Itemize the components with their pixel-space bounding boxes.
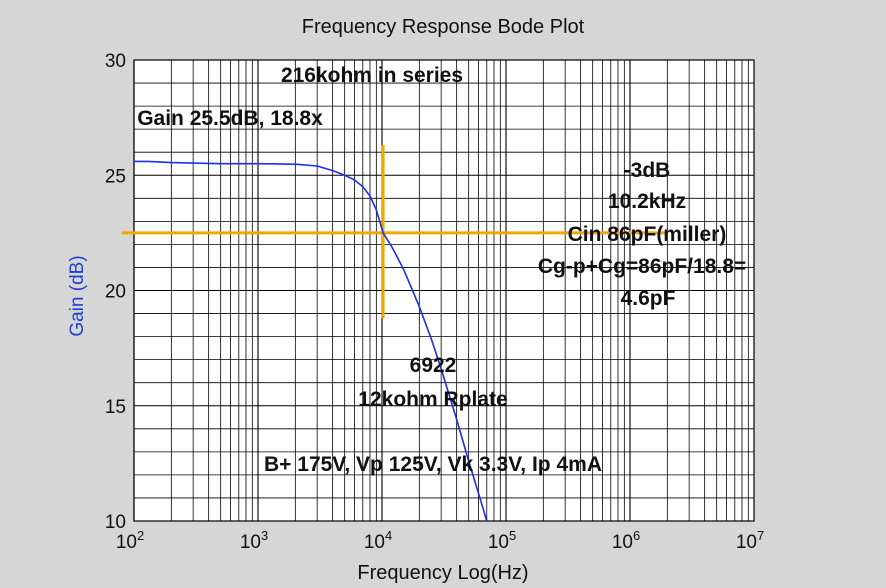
y-tick-label: 30 [105, 51, 126, 72]
x-tick-label: 102 [116, 528, 144, 553]
annotation-miller-capacitance: Cin 86pF(miller) [568, 223, 727, 246]
x-tick-label: 103 [240, 528, 268, 553]
y-tick-label: 15 [105, 397, 126, 418]
annotation-minus-3db: -3dB [624, 159, 671, 182]
annotation-plate-resistor: 12kohm Rplate [358, 388, 507, 411]
annotation-capacitance-formula: Cg-p+Cg=86pF/18.8= [538, 255, 746, 278]
plot-frame [133, 59, 755, 522]
y-tick-label: 10 [105, 512, 126, 533]
x-tick-label: 106 [612, 528, 640, 553]
annotation-tube-type: 6922 [410, 354, 457, 377]
chart-title: Frequency Response Bode Plot [302, 16, 585, 38]
y-axis-label: Gain (dB) [67, 255, 88, 336]
x-axis-label: Frequency Log(Hz) [357, 562, 528, 584]
x-tick-label: 104 [364, 528, 392, 553]
x-tick-label: 107 [736, 528, 764, 553]
annotation-gain: Gain 25.5dB, 18.8x [137, 107, 323, 130]
annotation-cutoff-frequency: 10.2kHz [608, 190, 686, 213]
series-group [134, 160, 488, 522]
annotation-operating-point: B+ 175V, Vp 125V, Vk 3.3V, Ip 4mA [264, 453, 602, 476]
grid-lines [133, 59, 754, 522]
annotation-capacitance-result: 4.6pF [621, 287, 676, 310]
gain-curve [134, 160, 488, 522]
x-tick-label: 105 [488, 528, 516, 553]
y-tick-labels: 10 15 20 25 30 [105, 51, 126, 533]
annotation-series-resistor: 216kohm in series [281, 64, 463, 87]
y-tick-label: 20 [105, 282, 126, 303]
y-tick-label: 25 [105, 166, 126, 187]
x-tick-labels: 102 103 104 105 106 107 [116, 528, 764, 553]
